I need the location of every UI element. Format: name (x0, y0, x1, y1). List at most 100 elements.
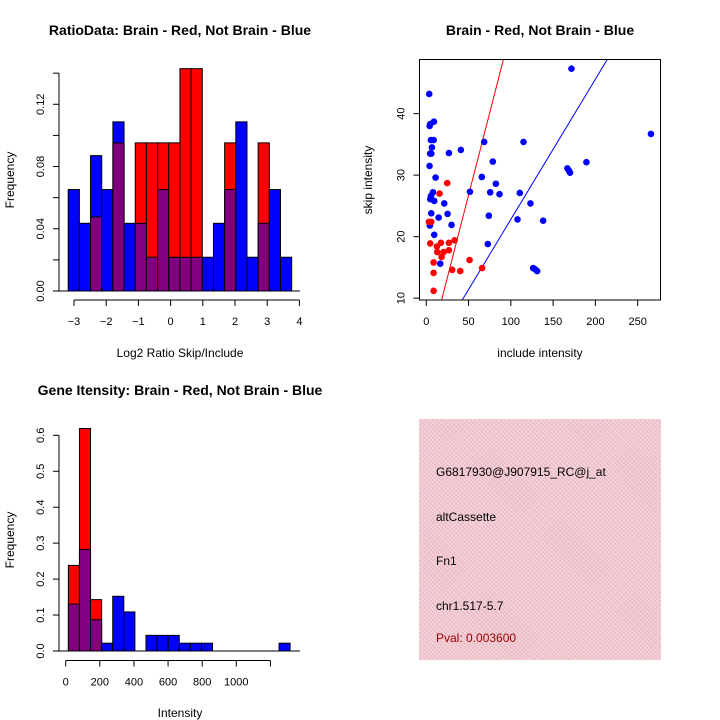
scatter-point (527, 200, 534, 207)
gene-histogram-overlap-bar (78, 548, 92, 652)
gene-histogram-ylabel: Frequency (3, 512, 17, 569)
ratio-histogram-overlap-bar (145, 256, 159, 292)
scatter-point (496, 190, 503, 198)
scatter-point (445, 246, 453, 254)
gene-histogram-x-tick-label: 800 (193, 677, 211, 689)
scatter-point (478, 264, 486, 272)
event-type: altCassette (436, 510, 497, 524)
pval: Pval: 0.003600 (436, 631, 517, 645)
gene-histogram-y-tick-label: 0.3 (35, 536, 47, 551)
ratio-histogram-bar (101, 189, 114, 292)
ratio-histogram-x-tick-label: 1 (200, 316, 206, 328)
scatter-point (440, 200, 448, 207)
gene-histogram-x-tick-label: 1000 (224, 677, 248, 689)
scatter-point (466, 188, 474, 196)
scatter-point (436, 260, 444, 268)
gene-histogram-bar (178, 642, 191, 652)
scatter-x-tick-label: 0 (423, 316, 429, 328)
ratio-histogram-bar (279, 256, 293, 292)
ratio-histogram-y-tick-label: 0.04 (35, 218, 47, 239)
ratio-histogram-overlap-bar (190, 256, 203, 292)
ratio-histogram: RatioData: Brain - Red, Not Brain - Blue… (3, 22, 311, 360)
gene-histogram-xlabel: Intensity (158, 706, 203, 720)
ratio-histogram-xlabel: Log2 Ratio Skip/Include (117, 346, 244, 360)
scatter-point (568, 65, 575, 73)
scatter-point (445, 239, 453, 247)
scatter-y-tick-label: 40 (396, 108, 408, 120)
scatter-point (426, 122, 433, 130)
gene-histogram-title: Gene Itensity: Brain - Red, Not Brain - … (38, 382, 323, 398)
scatter-x-tick-label: 50 (462, 316, 474, 328)
ratio-histogram-x-tick-label: −1 (132, 316, 145, 328)
scatter-y-tick-label: 20 (396, 231, 408, 243)
gene-histogram-overlap-bar (67, 603, 80, 652)
ratio-histogram-title: RatioData: Brain - Red, Not Brain - Blue (49, 22, 311, 38)
scatter-point (484, 240, 492, 248)
ratio-histogram-y-tick-label: 0.12 (35, 94, 47, 115)
scatter-point (456, 267, 464, 275)
ratio-histogram-bar (246, 256, 259, 292)
ratio-histogram-bar (123, 222, 136, 292)
scatter-point (445, 149, 453, 157)
scatter-point (478, 173, 486, 181)
ratio-histogram-bar (212, 222, 226, 292)
scatter-point (451, 237, 458, 244)
ratio-histogram-overlap-bar (134, 222, 147, 292)
gene-histogram-bar (200, 642, 214, 652)
scatter-xlabel: include intensity (497, 346, 582, 360)
scatter-y-tick-label: 10 (396, 292, 408, 304)
gene-histogram-x-tick-label: 400 (125, 677, 143, 689)
scatter-title: Brain - Red, Not Brain - Blue (446, 22, 634, 38)
scatter-point (448, 221, 455, 229)
scatter-point (566, 169, 574, 176)
ratio-histogram-bar (78, 222, 92, 292)
ratio-histogram-bar (201, 256, 214, 292)
ratio-histogram-x-tick-label: −2 (100, 316, 113, 328)
scatter-point (430, 118, 438, 125)
ratio-histogram-overlap-bar (157, 189, 170, 292)
scatter-point (466, 256, 473, 264)
ratio-histogram-x-tick-label: 4 (296, 316, 302, 328)
scatter-point (427, 209, 435, 217)
gene-histogram-y-tick-label: 0.5 (35, 464, 47, 479)
ratio-histogram-bar (235, 121, 248, 292)
scatter-point (426, 162, 433, 170)
scatter-point (433, 243, 441, 250)
scatter-point (480, 138, 488, 146)
scatter-x-tick-label: 200 (586, 316, 604, 328)
gene-intensity-histogram: Gene Itensity: Brain - Red, Not Brain - … (3, 382, 323, 720)
probe-id: G6817930@J907915_RC@j_at (436, 465, 606, 479)
scatter-point (489, 158, 497, 165)
scatter-point (539, 217, 547, 224)
ratio-histogram-y-tick-label: 0.08 (35, 156, 47, 177)
scatter-y-tick-label: 30 (396, 169, 408, 181)
gene-name: Fn1 (436, 554, 457, 568)
scatter-point (428, 144, 436, 151)
gene-histogram-x-tick-label: 200 (91, 677, 109, 689)
ratio-histogram-x-tick-label: 3 (264, 316, 270, 328)
ratio-histogram-overlap-bar (224, 189, 237, 292)
scatter-point (427, 150, 435, 157)
ratio-histogram-y-tick-label: 0.00 (35, 280, 47, 301)
ratio-histogram-overlap-bar (168, 256, 181, 292)
scatter-point (438, 253, 445, 261)
gene-histogram-bar (112, 595, 125, 652)
gene-histogram-bar (278, 642, 291, 652)
scatter-point (430, 287, 437, 295)
scatter-fit-line (441, 59, 504, 300)
intensity-scatter: Brain - Red, Not Brain - Blue include in… (361, 22, 661, 360)
gene-histogram-x-tick-label: 0 (63, 677, 69, 689)
gene-histogram-x-tick-label: 600 (159, 677, 177, 689)
scatter-x-tick-label: 250 (628, 316, 646, 328)
scatter-point (430, 197, 438, 205)
scatter-point (457, 146, 465, 154)
gene-histogram-bar (156, 634, 169, 652)
scatter-point (432, 174, 439, 181)
scatter-point (520, 138, 527, 146)
ratio-histogram-overlap-bar (90, 216, 103, 292)
ratio-histogram-ylabel: Frequency (3, 152, 17, 209)
scatter-point (492, 180, 500, 188)
scatter-point (436, 190, 443, 197)
